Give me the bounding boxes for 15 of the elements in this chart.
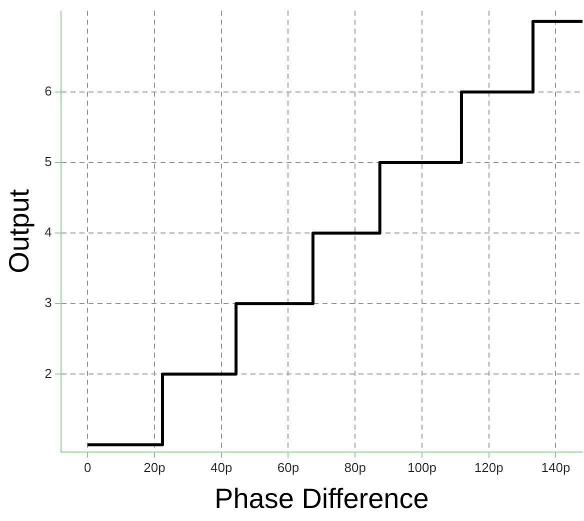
x-tick-label: 40p (210, 460, 232, 476)
y-tick-label: 4 (44, 224, 52, 240)
x-tick-label: 60p (277, 460, 300, 476)
y-tick-label: 2 (44, 366, 52, 381)
x-tick-label: 140p (541, 460, 570, 476)
x-tick-label: 0 (84, 460, 92, 476)
y-tick-label: 5 (44, 154, 52, 170)
x-axis-title: Phase Difference (214, 482, 429, 514)
y-tick-label: 6 (44, 84, 52, 99)
y-tick-label: 3 (44, 295, 52, 310)
x-tick-label: 120p (474, 460, 504, 476)
x-tick-label: 80p (344, 460, 366, 476)
x-tick-label: 20p (144, 460, 166, 476)
x-tick-label: 100p (408, 460, 436, 476)
y-axis-title: Output (4, 189, 35, 274)
